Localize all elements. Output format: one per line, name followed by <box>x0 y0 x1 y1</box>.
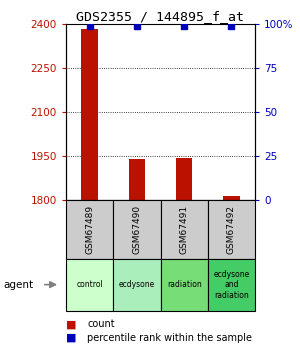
Bar <box>129 159 145 200</box>
Bar <box>66 259 113 310</box>
Text: ■: ■ <box>66 333 76 343</box>
Text: radiation: radiation <box>167 280 202 289</box>
Text: percentile rank within the sample: percentile rank within the sample <box>87 333 252 343</box>
Bar <box>176 158 192 200</box>
Text: count: count <box>87 319 115 329</box>
Title: GDS2355 / 144895_f_at: GDS2355 / 144895_f_at <box>76 10 244 23</box>
Text: ecdysone: ecdysone <box>119 280 155 289</box>
Text: GSM67492: GSM67492 <box>227 205 236 254</box>
Bar <box>113 259 160 310</box>
Bar <box>160 200 208 259</box>
Bar <box>223 196 240 200</box>
Text: ecdysone
and
radiation: ecdysone and radiation <box>213 270 250 299</box>
Text: ■: ■ <box>66 319 76 329</box>
Text: GSM67491: GSM67491 <box>180 205 189 254</box>
Bar <box>81 29 98 200</box>
Bar <box>160 259 208 310</box>
Text: agent: agent <box>3 280 33 289</box>
Text: GSM67489: GSM67489 <box>85 205 94 254</box>
Bar <box>208 200 255 259</box>
Text: control: control <box>76 280 103 289</box>
Bar <box>208 259 255 310</box>
Bar <box>66 200 113 259</box>
Bar <box>113 200 160 259</box>
Text: GSM67490: GSM67490 <box>132 205 141 254</box>
